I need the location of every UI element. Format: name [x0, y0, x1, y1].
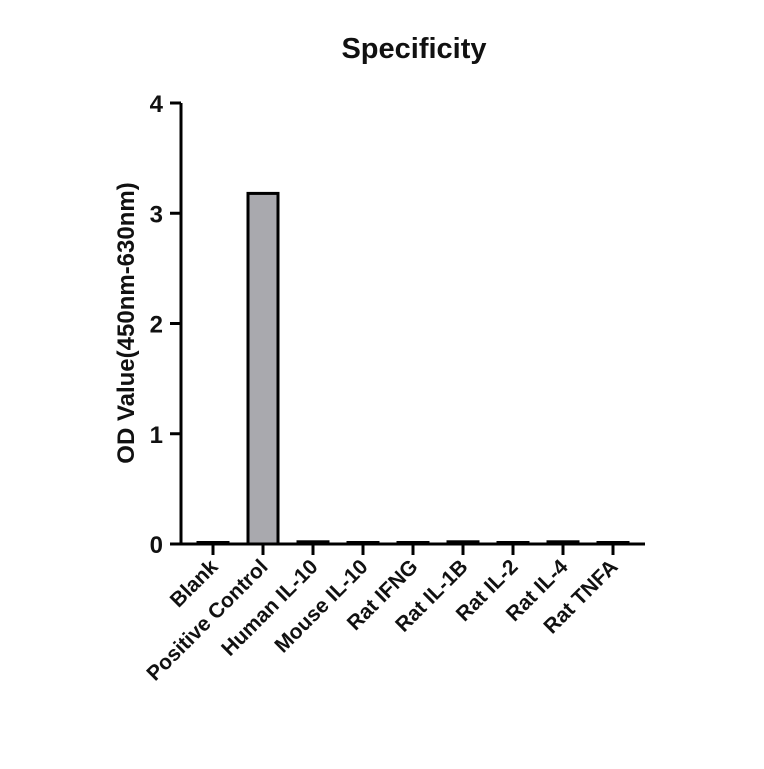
- y-tick-label: 2: [150, 312, 163, 339]
- y-tick-label: 1: [150, 422, 163, 449]
- bars: [196, 191, 630, 546]
- chart-title: Specificity: [341, 33, 486, 65]
- y-ticks: 0 1 2 3 4: [150, 91, 181, 559]
- y-axis-label: OD Value(450nm-630nm): [113, 182, 140, 463]
- y-tick-label: 4: [150, 91, 164, 118]
- bar: [446, 540, 480, 546]
- bar: [596, 541, 630, 546]
- y-tick-label: 3: [150, 201, 163, 228]
- bar: [346, 541, 380, 546]
- y-tick-label: 0: [150, 532, 163, 559]
- bar: [546, 540, 580, 546]
- bar: [246, 191, 280, 546]
- bar: [496, 541, 530, 546]
- bar: [196, 541, 230, 546]
- bar: [396, 541, 430, 546]
- bar: [296, 540, 330, 546]
